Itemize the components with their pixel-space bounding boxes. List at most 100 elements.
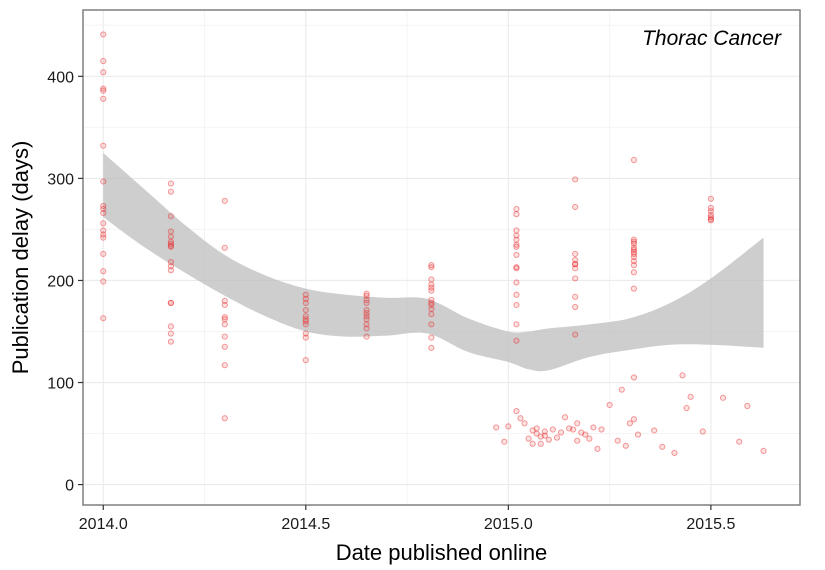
data-point [428, 264, 435, 271]
data-point [167, 238, 175, 245]
data-point [582, 431, 589, 438]
data-point [574, 437, 581, 444]
data-point [630, 416, 638, 423]
data-point [557, 429, 565, 436]
data-point [525, 435, 532, 442]
data-point [493, 424, 500, 431]
data-point [428, 284, 435, 291]
data-point [537, 433, 544, 440]
data-point [529, 440, 536, 447]
data-point [100, 315, 107, 322]
data-point [302, 313, 309, 320]
data-point [707, 216, 714, 223]
data-point [541, 432, 548, 439]
x-tick-label: 2015.5 [686, 516, 735, 533]
data-point [428, 276, 435, 283]
data-point [100, 69, 107, 76]
data-point [100, 220, 107, 227]
data-point [659, 443, 666, 450]
data-point [572, 303, 579, 311]
data-point [590, 424, 597, 431]
y-tick-label: 0 [65, 478, 74, 495]
data-point [513, 279, 520, 286]
data-point [100, 210, 107, 217]
data-point [428, 287, 435, 294]
data-point [707, 207, 714, 215]
data-point [572, 331, 579, 338]
data-point [630, 257, 638, 265]
data-point [428, 344, 435, 351]
data-point [100, 142, 107, 149]
data-point [100, 227, 107, 234]
data-point [428, 334, 435, 341]
data-point [572, 265, 579, 272]
data-point [533, 430, 540, 437]
data-point [167, 242, 175, 249]
data-point [513, 227, 520, 234]
confidence-band [103, 152, 764, 372]
data-point [572, 256, 579, 264]
data-point [513, 236, 520, 243]
data-point [100, 178, 107, 185]
data-point [513, 301, 520, 309]
axes: 2014.0 2014.5 2015.0 2015.5 0 100 200 300 400 [47, 69, 735, 533]
data-point [363, 321, 370, 328]
data-point [707, 217, 714, 224]
data-point [221, 297, 228, 304]
data-point [302, 356, 309, 364]
data-point [594, 445, 601, 452]
data-point [630, 156, 638, 164]
data-point [630, 246, 638, 253]
data-point [630, 374, 638, 381]
data-point [572, 275, 579, 282]
data-point [100, 57, 107, 65]
data-point [529, 427, 536, 434]
data-point [513, 251, 520, 259]
data-point [679, 372, 686, 379]
data-point [630, 240, 638, 247]
data-point [634, 431, 642, 438]
data-point [513, 408, 520, 415]
data-point [572, 203, 579, 211]
y-tick-label: 100 [47, 376, 74, 393]
data-point [302, 330, 309, 337]
data-point [707, 204, 714, 212]
data-point [302, 321, 309, 328]
data-point [100, 231, 107, 238]
data-point [630, 285, 638, 292]
data-point [302, 334, 309, 341]
y-tick-label: 200 [47, 273, 74, 290]
data-point [302, 316, 309, 323]
data-point [541, 428, 548, 435]
data-point [501, 438, 508, 445]
data-point [428, 301, 435, 309]
data-point [533, 425, 540, 432]
data-point [687, 393, 694, 400]
data-point [221, 321, 228, 328]
data-point [719, 394, 727, 401]
data-point [363, 333, 370, 340]
data-point [167, 267, 175, 274]
data-point [736, 438, 743, 445]
data-point [100, 95, 107, 102]
data-point [167, 299, 175, 307]
data-point [586, 435, 593, 442]
data-point [513, 211, 520, 218]
data-point [561, 414, 569, 421]
data-point [606, 401, 613, 409]
data-point [671, 449, 678, 457]
data-point [598, 426, 605, 433]
data-point [651, 427, 658, 434]
x-tick-label: 2015.0 [484, 516, 533, 533]
data-point [428, 299, 435, 307]
data-point [630, 250, 638, 258]
data-point [744, 402, 751, 410]
data-point [545, 436, 552, 443]
data-point [167, 338, 175, 345]
data-point [707, 214, 714, 221]
data-point [167, 213, 175, 220]
data-point [513, 291, 520, 298]
data-point [626, 420, 633, 427]
data-point [513, 321, 520, 328]
x-axis-title: Date published online [336, 540, 548, 565]
